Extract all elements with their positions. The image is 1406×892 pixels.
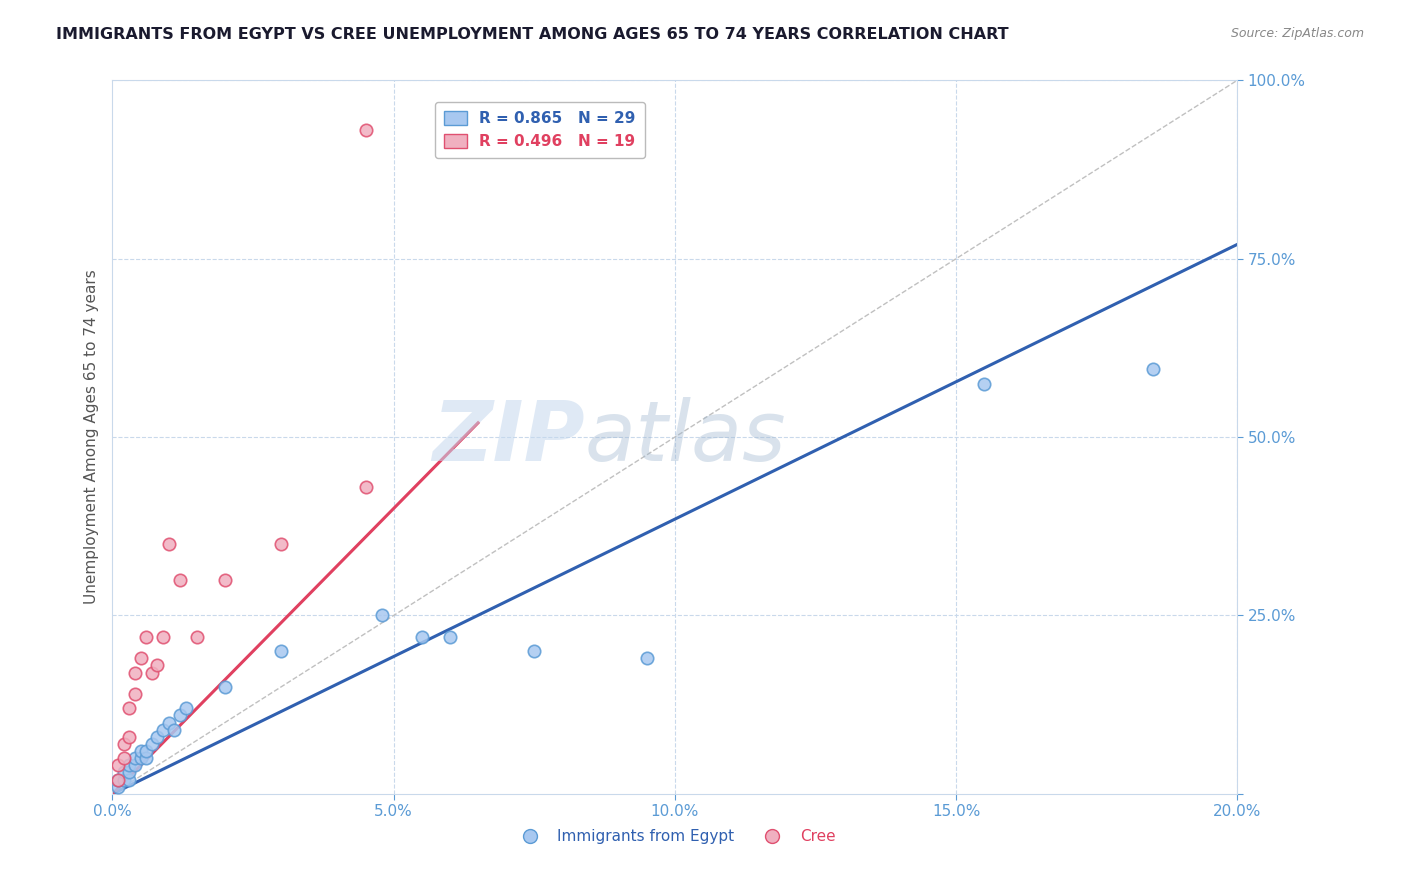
Point (124, 751, 146, 765)
Point (214, 573, 236, 587)
Point (107, 758, 129, 772)
Point (270, 644, 292, 658)
Point (1142, 362, 1164, 376)
Point (174, 701, 197, 715)
Point (523, 644, 546, 658)
Point (135, 630, 157, 644)
Point (169, 573, 191, 587)
Point (112, 772, 135, 787)
Point (107, 772, 129, 787)
Point (270, 537, 292, 551)
Point (118, 730, 141, 744)
Point (411, 630, 433, 644)
Point (118, 701, 141, 715)
Point (157, 537, 180, 551)
Legend: Immigrants from Egypt, Cree: Immigrants from Egypt, Cree (508, 823, 842, 850)
Point (129, 744, 152, 758)
Text: ZIP: ZIP (432, 397, 585, 477)
Point (354, 480, 377, 494)
Point (146, 658, 169, 673)
Point (112, 765, 135, 780)
Point (354, 123, 377, 137)
Point (371, 608, 394, 623)
Point (157, 715, 180, 730)
Point (118, 772, 141, 787)
Text: atlas: atlas (585, 397, 786, 477)
Point (112, 751, 135, 765)
Point (124, 758, 146, 772)
Point (112, 737, 135, 751)
Point (141, 665, 163, 680)
Text: IMMIGRANTS FROM EGYPT VS CREE UNEMPLOYMENT AMONG AGES 65 TO 74 YEARS CORRELATION: IMMIGRANTS FROM EGYPT VS CREE UNEMPLOYME… (56, 27, 1010, 42)
Point (118, 765, 141, 780)
Point (152, 723, 174, 737)
Point (124, 687, 146, 701)
Point (129, 751, 152, 765)
Point (439, 630, 461, 644)
Point (214, 680, 236, 694)
Point (135, 751, 157, 765)
Point (107, 780, 129, 794)
Y-axis label: Unemployment Among Ages 65 to 74 years: Unemployment Among Ages 65 to 74 years (83, 269, 98, 605)
Point (636, 651, 658, 665)
Point (141, 737, 163, 751)
Point (146, 730, 169, 744)
Point (186, 630, 208, 644)
Point (135, 744, 157, 758)
Point (169, 708, 191, 723)
Point (118, 758, 141, 772)
Point (973, 376, 995, 391)
Point (163, 723, 186, 737)
Text: Source: ZipAtlas.com: Source: ZipAtlas.com (1230, 27, 1364, 40)
Point (152, 630, 174, 644)
Point (129, 651, 152, 665)
Point (124, 665, 146, 680)
Point (107, 772, 129, 787)
